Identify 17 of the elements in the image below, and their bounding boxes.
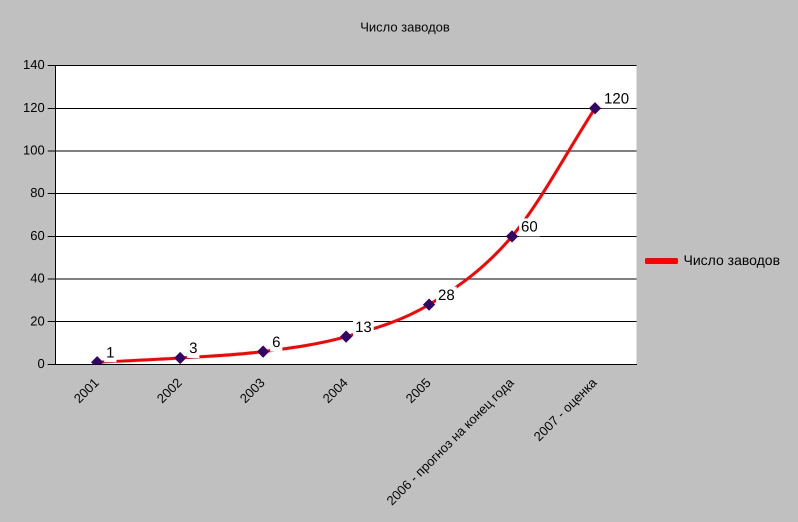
data-label: 13 [355, 318, 372, 336]
y-tick-label: 100 [22, 142, 45, 158]
data-label: 60 [521, 218, 538, 236]
chart-title: Число заводов [360, 19, 450, 34]
y-tick-label: 80 [30, 185, 45, 200]
data-label: 6 [272, 334, 280, 351]
legend-label: Число заводов [683, 252, 780, 268]
y-tick-label: 20 [30, 313, 45, 328]
y-tick-label: 120 [22, 100, 45, 115]
data-label: 120 [604, 90, 630, 108]
data-label: 3 [189, 340, 198, 358]
y-tick-label: 0 [37, 356, 45, 371]
y-tick-label: 40 [30, 270, 45, 286]
y-tick-label: 140 [22, 57, 45, 72]
data-label: 28 [438, 286, 455, 304]
data-label: 1 [106, 344, 115, 362]
y-tick-label: 60 [30, 228, 45, 243]
